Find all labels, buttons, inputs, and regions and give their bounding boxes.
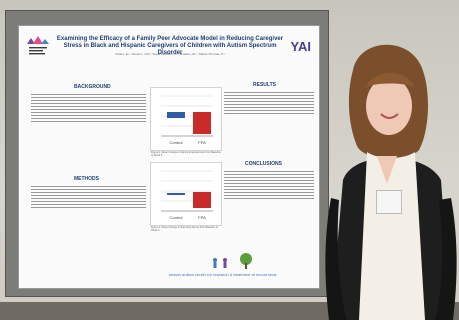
conclusions-text-block xyxy=(224,171,314,255)
results-heading: RESULTS xyxy=(253,82,276,88)
fpa-bar-bottom xyxy=(193,192,211,208)
poster-title: Examining the Efficacy of a Family Peer … xyxy=(56,36,284,57)
poster-footer: seaver autism center for research & trea… xyxy=(169,272,277,277)
control-bar-bottom xyxy=(167,193,185,195)
fpa-label-bottom: FPA xyxy=(198,215,206,220)
bottom-bar-chart: Control FPA xyxy=(150,162,222,226)
bottom-chart-svg: Control FPA xyxy=(161,170,213,220)
fpa-bar-top xyxy=(193,112,211,134)
yai-logo: YAI xyxy=(290,39,311,54)
top-chart-caption: Figure 1. Mean Change in Family Empowerm… xyxy=(151,151,221,157)
name-badge xyxy=(376,190,402,214)
presenter-woman xyxy=(325,44,457,320)
control-label-bottom: Control xyxy=(170,215,183,220)
control-bar-top xyxy=(167,112,185,118)
poster-authors: Parker, E.¹, Jamison, J.M.², Soper-Hepbu… xyxy=(115,52,225,56)
tree-icon xyxy=(240,253,252,269)
results-text-block xyxy=(224,92,314,154)
control-label-top: Control xyxy=(170,140,183,145)
fpa-label-top: FPA xyxy=(198,140,206,145)
methods-text-block xyxy=(31,186,146,256)
background-text-block xyxy=(31,94,146,169)
top-chart-svg: Control FPA xyxy=(161,95,213,145)
methods-heading: METHODS xyxy=(74,176,99,182)
background-heading: BACKGROUND xyxy=(74,84,111,90)
top-bar-chart: Control FPA xyxy=(150,87,222,151)
mount-sinai-logo xyxy=(27,36,49,55)
conclusions-heading: CONCLUSIONS xyxy=(245,161,282,167)
research-poster: Examining the Efficacy of a Family Peer … xyxy=(18,25,320,289)
people-icons xyxy=(213,258,227,268)
bottom-chart-caption: Figure 2. Mean Change in Parenting Stres… xyxy=(151,226,218,232)
